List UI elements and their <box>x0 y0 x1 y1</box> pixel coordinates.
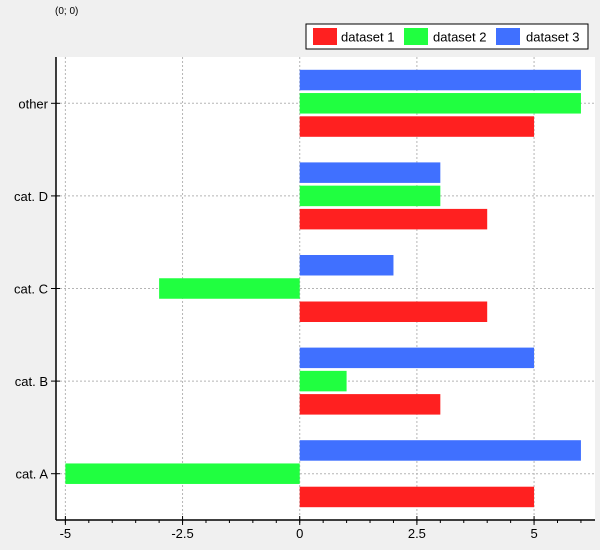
bar <box>299 208 488 230</box>
bar <box>159 278 300 299</box>
x-tick-label: -5 <box>60 526 72 541</box>
y-tick-label: other <box>18 96 48 111</box>
bar <box>299 301 488 322</box>
legend-label: dataset 2 <box>433 30 487 45</box>
bar <box>299 93 581 114</box>
bar <box>299 370 347 392</box>
coordinate-readout: (0; 0) <box>55 6 79 17</box>
legend[interactable]: dataset 1 dataset 2 dataset 3 <box>305 23 589 50</box>
y-tick-label: cat. A <box>15 467 48 482</box>
x-tick-label: -2.5 <box>171 526 193 541</box>
legend-label: dataset 3 <box>526 30 580 45</box>
bar <box>299 255 394 276</box>
bar <box>65 463 300 484</box>
bar <box>299 69 581 91</box>
x-tick-label: 5 <box>530 526 537 541</box>
bar <box>299 185 441 207</box>
bars-group <box>65 69 581 508</box>
legend-swatch <box>404 28 428 45</box>
y-tick-label: cat. C <box>14 282 48 297</box>
legend-swatch <box>313 28 337 45</box>
bar <box>299 486 535 508</box>
bar <box>299 347 535 369</box>
x-tick-label: 2.5 <box>408 526 426 541</box>
legend-swatch <box>496 28 520 45</box>
y-tick-label: cat. B <box>15 374 48 389</box>
bar <box>299 162 441 183</box>
legend-box <box>305 23 589 50</box>
bar <box>299 440 581 461</box>
x-tick-label: 0 <box>296 526 303 541</box>
y-tick-label: cat. D <box>14 189 48 204</box>
bar <box>299 116 535 137</box>
axes: -5 -2.5 0 2.5 5 cat. A cat. B cat. C cat. D other <box>14 57 595 541</box>
bar <box>299 394 441 415</box>
legend-label: dataset 1 <box>341 30 395 45</box>
